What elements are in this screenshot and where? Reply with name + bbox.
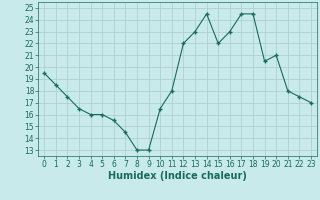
X-axis label: Humidex (Indice chaleur): Humidex (Indice chaleur) xyxy=(108,171,247,181)
